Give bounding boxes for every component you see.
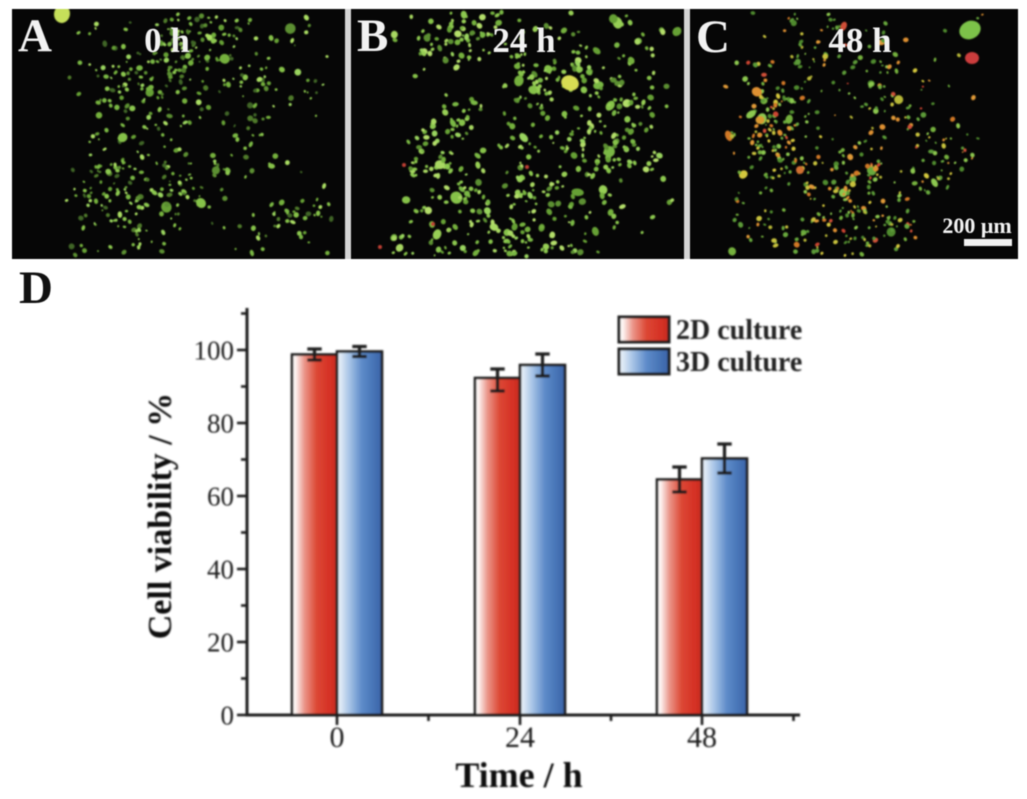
svg-text:0: 0: [330, 721, 345, 754]
svg-text:60: 60: [207, 482, 234, 512]
svg-text:0: 0: [221, 701, 235, 731]
svg-text:A: A: [18, 10, 52, 62]
svg-text:200 μm: 200 μm: [942, 213, 1011, 238]
svg-text:24: 24: [505, 721, 535, 754]
svg-text:80: 80: [207, 409, 234, 439]
svg-text:3D culture: 3D culture: [676, 347, 802, 378]
svg-text:48: 48: [687, 721, 717, 754]
svg-text:24 h: 24 h: [492, 21, 555, 60]
svg-text:Time / h: Time / h: [455, 755, 582, 795]
svg-text:B: B: [357, 10, 388, 62]
svg-text:0 h: 0 h: [144, 21, 190, 60]
svg-text:D: D: [19, 262, 53, 314]
svg-text:Cell viability / %: Cell viability / %: [142, 393, 179, 640]
svg-text:C: C: [696, 11, 730, 63]
svg-text:100: 100: [194, 336, 235, 366]
svg-text:48 h: 48 h: [828, 21, 891, 60]
svg-text:20: 20: [207, 628, 234, 658]
svg-text:2D culture: 2D culture: [676, 315, 802, 346]
svg-text:40: 40: [207, 555, 234, 585]
